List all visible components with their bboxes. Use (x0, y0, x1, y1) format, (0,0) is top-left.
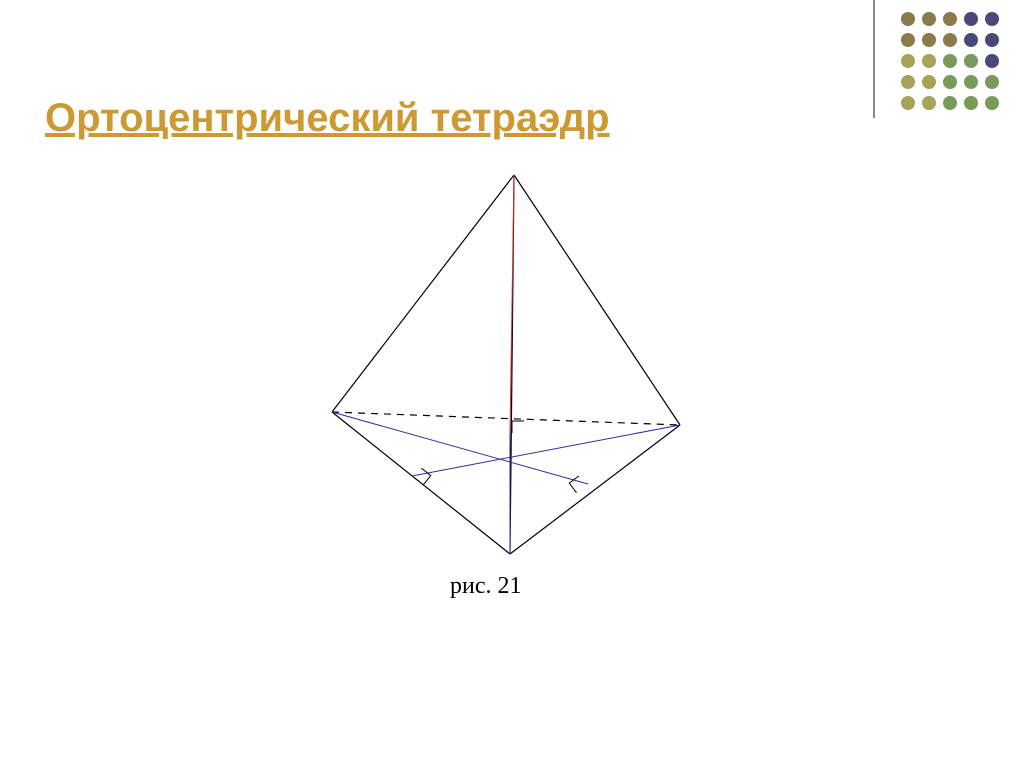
dot-icon (943, 12, 957, 26)
dot-icon (922, 96, 936, 110)
dot-icon (922, 33, 936, 47)
dot-icon (901, 12, 915, 26)
slide-title: Ортоцентрический тетраэдр (45, 96, 610, 141)
dot-icon (964, 54, 978, 68)
dot-icon (985, 12, 999, 26)
dot-icon (922, 54, 936, 68)
divider-line (873, 0, 875, 118)
figure-caption: рис. 21 (450, 573, 522, 600)
dot-icon (922, 12, 936, 26)
dot-icon (964, 33, 978, 47)
dot-icon (943, 75, 957, 89)
tetrahedron-figure (292, 165, 732, 585)
dot-icon (985, 54, 999, 68)
dot-icon (985, 33, 999, 47)
dot-icon (943, 54, 957, 68)
dot-icon (943, 96, 957, 110)
dot-icon (964, 12, 978, 26)
dot-icon (901, 96, 915, 110)
dot-icon (985, 96, 999, 110)
dot-icon (901, 75, 915, 89)
dot-icon (964, 75, 978, 89)
decorative-dot-grid (901, 12, 1006, 117)
dot-icon (901, 54, 915, 68)
dot-icon (901, 33, 915, 47)
dot-icon (964, 96, 978, 110)
dot-icon (943, 33, 957, 47)
dot-icon (985, 75, 999, 89)
dot-icon (922, 75, 936, 89)
